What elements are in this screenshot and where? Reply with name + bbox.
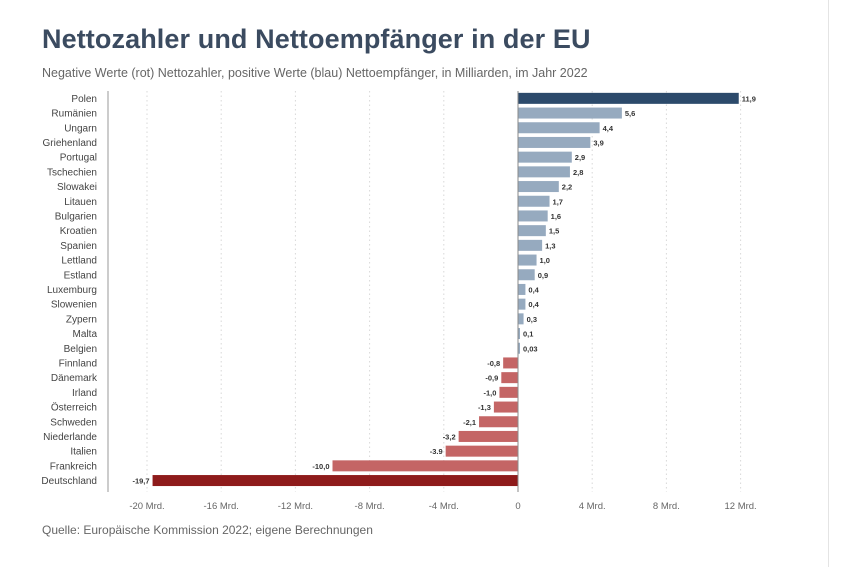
value-label: -2,1: [463, 418, 476, 427]
bar: [518, 313, 524, 325]
value-label: 2,8: [573, 168, 583, 177]
value-label: 1,0: [540, 256, 550, 265]
value-label: 0,03: [523, 344, 538, 353]
x-tick-label: 12 Mrd.: [724, 501, 756, 512]
bar: [493, 401, 518, 413]
bar: [332, 460, 518, 472]
bar: [518, 239, 543, 251]
category-label: Estland: [64, 270, 97, 281]
x-tick-label: 8 Mrd.: [653, 501, 680, 512]
bar: [518, 210, 548, 222]
category-label: Finnland: [59, 358, 97, 369]
bar: [518, 166, 570, 178]
bar: [518, 195, 550, 207]
value-label: 4,4: [603, 124, 614, 133]
source-note: Quelle: Europäische Kommission 2022; eig…: [42, 523, 373, 537]
value-label: -0,8: [487, 359, 500, 368]
bar: [518, 107, 622, 119]
category-label: Niederlande: [43, 432, 97, 443]
value-label: 1,7: [553, 197, 563, 206]
value-label: -0,9: [485, 374, 498, 383]
value-label: 1,5: [549, 227, 559, 236]
category-label: Malta: [73, 329, 98, 340]
value-label: 0,3: [527, 315, 537, 324]
bar: [518, 342, 520, 354]
bar: [518, 92, 739, 104]
value-label: -19,7: [132, 477, 149, 486]
chart-title: Nettozahler und Nettoempfänger in der EU: [42, 24, 591, 54]
category-label: Frankreich: [50, 461, 97, 472]
bar: [499, 386, 518, 398]
category-label: Griehenland: [43, 138, 97, 149]
value-label: 0,4: [528, 300, 539, 309]
x-tick-label: -12 Mrd.: [278, 501, 313, 512]
value-label: -1,3: [478, 403, 491, 412]
value-label: -3,2: [443, 432, 456, 441]
bar: [445, 445, 518, 457]
category-label: Luxemburg: [47, 285, 97, 296]
x-tick-label: -8 Mrd.: [355, 501, 385, 512]
category-label: Bulgarien: [55, 211, 97, 222]
value-label: -10,0: [312, 462, 329, 471]
bar: [518, 283, 526, 295]
value-label: 3,9: [593, 138, 603, 147]
category-label: Zypern: [66, 314, 97, 325]
category-label: Irland: [72, 388, 97, 399]
value-label: 5,6: [625, 109, 635, 118]
category-label: Tschechien: [47, 167, 97, 178]
bar: [518, 225, 546, 237]
category-label: Kroatien: [60, 226, 97, 237]
bar: [503, 357, 518, 369]
bar: [518, 151, 572, 163]
category-label: Rumänien: [51, 109, 97, 120]
bar: [458, 430, 518, 442]
bar: [518, 298, 526, 310]
x-tick-label: -20 Mrd.: [129, 501, 164, 512]
category-label: Slowakei: [57, 182, 97, 193]
category-label: Ungarn: [64, 123, 97, 134]
category-label: Belgien: [64, 344, 97, 355]
value-label: 0,4: [528, 285, 539, 294]
category-label: Slowenien: [51, 300, 97, 311]
value-label: 11,9: [742, 94, 756, 103]
value-label: 2,2: [562, 183, 572, 192]
bar: [518, 122, 600, 134]
bar: [501, 372, 518, 384]
category-label: Spanien: [60, 241, 97, 252]
value-label: -1,0: [484, 388, 497, 397]
value-label: 2,9: [575, 153, 585, 162]
category-label: Schweden: [50, 417, 97, 428]
category-label: Dänemark: [51, 373, 98, 384]
x-tick-label: -16 Mrd.: [204, 501, 239, 512]
x-tick-label: 4 Mrd.: [579, 501, 606, 512]
bar: [518, 181, 559, 193]
x-tick-label: 0: [515, 501, 520, 512]
chart-subtitle: Negative Werte (rot) Nettozahler, positi…: [42, 66, 588, 80]
category-label: Litauen: [64, 197, 97, 208]
value-label: -3.9: [430, 447, 443, 456]
category-label: Österreich: [51, 402, 97, 414]
value-label: 1,6: [551, 212, 561, 221]
bar: [518, 254, 537, 266]
category-label: Polen: [71, 94, 97, 105]
bar: [518, 269, 535, 281]
bar: [518, 328, 520, 340]
page-edge-divider: [828, 0, 829, 567]
bar: [152, 475, 518, 487]
category-label: Portugal: [60, 153, 97, 164]
category-label: Lettland: [61, 256, 97, 267]
bar: [479, 416, 518, 428]
value-label: 0,9: [538, 271, 548, 280]
category-label: Deutschland: [41, 476, 97, 487]
category-label: Italien: [70, 447, 97, 458]
value-label: 0,1: [523, 330, 533, 339]
bar: [518, 136, 591, 148]
x-tick-label: -4 Mrd.: [429, 501, 459, 512]
value-label: 1,3: [545, 241, 555, 250]
